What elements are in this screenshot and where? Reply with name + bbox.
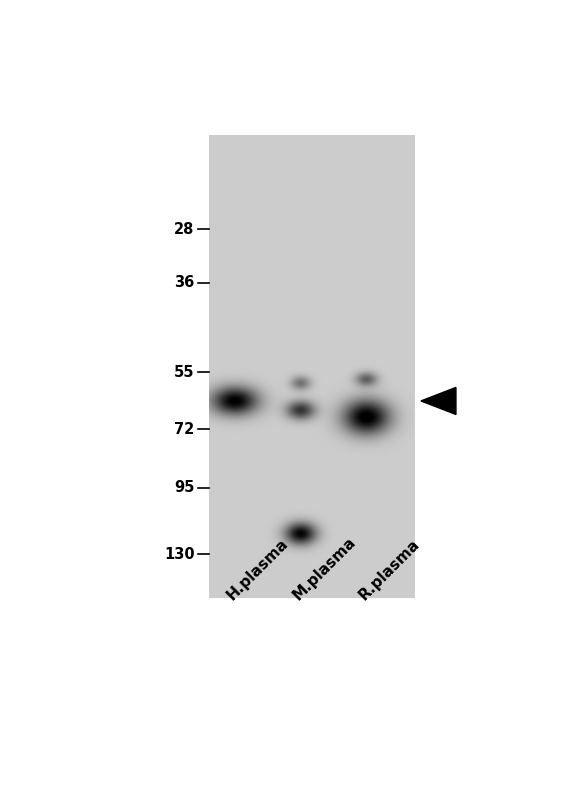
Polygon shape bbox=[421, 387, 456, 414]
Text: 72: 72 bbox=[174, 422, 194, 437]
Bar bbox=[208, 136, 414, 598]
Text: 95: 95 bbox=[174, 480, 194, 495]
Text: R.plasma: R.plasma bbox=[355, 536, 422, 603]
Text: H.plasma: H.plasma bbox=[224, 536, 292, 603]
Text: 28: 28 bbox=[174, 222, 194, 237]
Text: 130: 130 bbox=[164, 546, 194, 562]
Text: 55: 55 bbox=[174, 365, 194, 380]
Text: M.plasma: M.plasma bbox=[290, 534, 359, 603]
Text: 36: 36 bbox=[174, 275, 194, 290]
